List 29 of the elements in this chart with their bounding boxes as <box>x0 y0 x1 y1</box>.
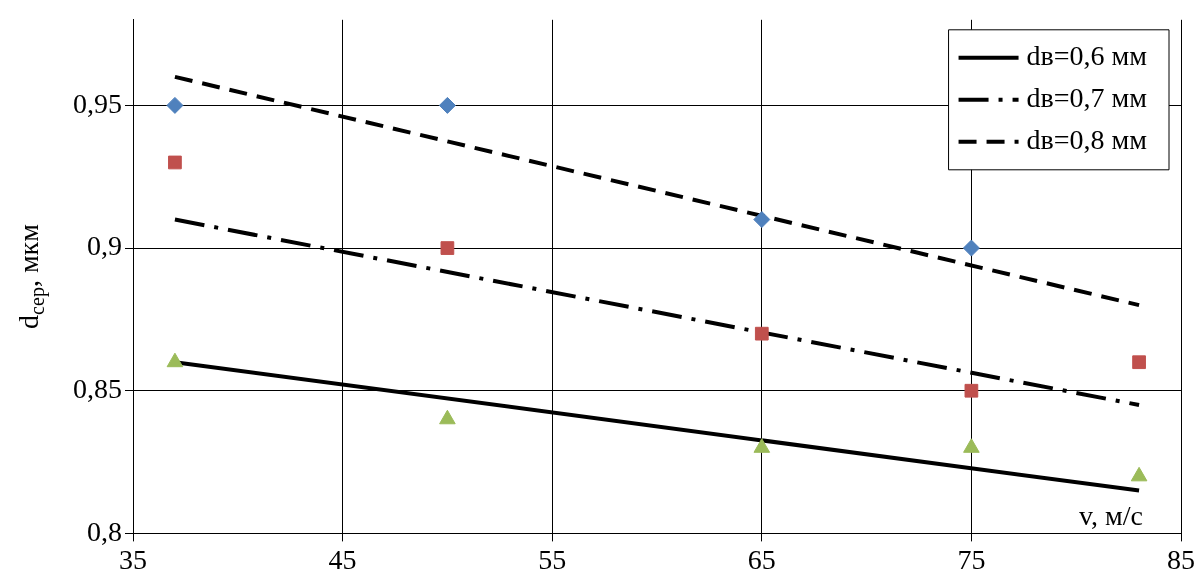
point <box>168 155 182 170</box>
x-tick-label: 75 <box>957 543 986 575</box>
x-tick-label: 45 <box>328 543 357 575</box>
point <box>166 96 184 114</box>
x-tick-label: 55 <box>538 543 567 575</box>
y-tick-label: 0,95 <box>73 87 122 119</box>
point <box>754 326 769 341</box>
x-axis-title: v, м/с <box>1078 499 1143 531</box>
y-tick-label: 0,85 <box>73 373 122 405</box>
y-tick-label: 0,9 <box>87 230 122 262</box>
legend-label: dв=0,8 мм <box>1026 124 1148 156</box>
y-tick-label: 0,8 <box>87 515 122 547</box>
legend-label: dв=0,6 мм <box>1026 40 1148 72</box>
y-axis-title: dсер, мкм <box>13 223 49 330</box>
x-tick-label: 35 <box>119 543 147 575</box>
point <box>753 438 771 453</box>
point <box>962 239 980 257</box>
point <box>964 383 979 398</box>
point <box>1132 355 1146 370</box>
point <box>439 409 456 425</box>
point <box>963 438 980 453</box>
point <box>438 96 456 114</box>
point <box>1130 466 1148 482</box>
point <box>440 241 455 255</box>
x-tick-label: 65 <box>747 543 776 575</box>
point <box>753 211 771 229</box>
x-tick-label: 85 <box>1167 543 1195 575</box>
legend-label: dв=0,7 мм <box>1026 82 1148 114</box>
point <box>166 352 184 368</box>
